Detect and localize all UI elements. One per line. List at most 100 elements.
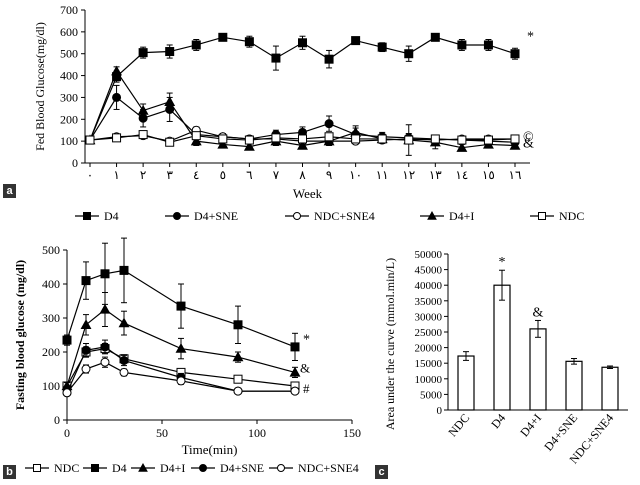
x-tick-label: ١ bbox=[113, 168, 119, 182]
data-point bbox=[457, 135, 467, 145]
y-axis-label: Area under the curve (mmol.min/L) bbox=[383, 258, 397, 430]
y-tick-label: 5000 bbox=[420, 389, 443, 401]
bar bbox=[601, 366, 619, 411]
legend-b-marker bbox=[138, 462, 148, 472]
data-point bbox=[137, 104, 149, 115]
y-tick-label: 20000 bbox=[415, 343, 443, 355]
data-point bbox=[271, 133, 281, 143]
legend-a-label: NDC+SNE4 bbox=[314, 209, 375, 223]
data-point bbox=[271, 53, 281, 63]
panel-a-legend: D4 D4+SNE NDC+SNE4 D4+I NDC bbox=[0, 200, 640, 232]
data-point bbox=[100, 342, 110, 352]
data-point bbox=[233, 386, 243, 396]
legend-b-label: D4+SNE bbox=[220, 461, 264, 475]
legend-a-marker bbox=[427, 210, 437, 220]
data-point bbox=[404, 49, 414, 59]
data-point bbox=[191, 40, 201, 50]
data-point bbox=[430, 32, 440, 42]
y-tick-label: 0 bbox=[54, 413, 60, 427]
data-point bbox=[119, 367, 129, 377]
y-tick-label: 400 bbox=[60, 69, 78, 83]
data-point bbox=[233, 320, 243, 330]
x-tick-label: D4+I bbox=[517, 411, 544, 439]
data-point bbox=[175, 342, 187, 353]
data-point bbox=[112, 133, 122, 143]
legend-b-marker bbox=[91, 464, 99, 472]
data-point bbox=[298, 134, 307, 144]
data-point bbox=[119, 265, 129, 275]
annotation-copyright: © bbox=[523, 130, 534, 145]
x-tick-label: ١٠ bbox=[349, 168, 362, 182]
data-point bbox=[190, 135, 202, 146]
legend-a-marker bbox=[83, 212, 91, 220]
x-axis-label: Time(min) bbox=[182, 442, 238, 457]
data-point bbox=[164, 96, 176, 106]
data-point bbox=[297, 139, 308, 150]
data-point bbox=[165, 47, 175, 57]
x-tick-label: 50 bbox=[156, 426, 168, 440]
data-point bbox=[510, 49, 520, 59]
data-point bbox=[62, 335, 72, 345]
y-tick-label: 100 bbox=[60, 134, 78, 148]
panel-a-tag: a bbox=[3, 184, 16, 198]
x-tick-label: ٥ bbox=[220, 168, 226, 182]
panel-c-tag: c bbox=[375, 465, 388, 479]
y-tick-label: 400 bbox=[42, 277, 60, 291]
data-point bbox=[244, 37, 254, 47]
data-point bbox=[244, 135, 254, 145]
data-point bbox=[510, 134, 520, 144]
data-point bbox=[111, 65, 123, 76]
series-ndc bbox=[85, 130, 520, 147]
annotation-star: * bbox=[303, 333, 310, 348]
data-point bbox=[233, 374, 243, 384]
data-point bbox=[457, 40, 467, 50]
panel-a-chart: 0 100 200 300 400 500 600 700 ٠ ١ ٢ ٣ ٤ ٥ ٦ ٧ ٨ ٩ ١٠ ١١ ١٢ ١٣… bbox=[0, 0, 640, 201]
y-tick-label: 25000 bbox=[415, 327, 443, 339]
x-tick-label: ٨ bbox=[299, 168, 306, 182]
legend-b-marker bbox=[277, 464, 285, 472]
data-point bbox=[99, 303, 111, 314]
data-point bbox=[138, 48, 148, 58]
y-tick-label: 0 bbox=[72, 156, 78, 170]
data-point bbox=[80, 319, 92, 329]
legend-b-label: D4 bbox=[112, 461, 127, 475]
data-point bbox=[324, 54, 334, 64]
data-point bbox=[377, 42, 387, 52]
legend-b-label: D4+I bbox=[160, 461, 185, 475]
annotation-hash: # bbox=[303, 381, 310, 396]
legend-a-label: D4+I bbox=[449, 209, 474, 223]
y-axis-label: Fed Blood Glucose(mg/dl) bbox=[33, 22, 47, 151]
x-tick-label: ١٣ bbox=[429, 168, 442, 182]
data-point bbox=[118, 317, 130, 328]
data-point bbox=[85, 135, 95, 145]
legend-a-label: D4 bbox=[104, 209, 119, 223]
x-tick-label: ١٢ bbox=[402, 168, 415, 182]
y-tick-label: 700 bbox=[60, 3, 78, 17]
x-tick-label: ٢ bbox=[140, 168, 146, 182]
y-tick-label: 100 bbox=[42, 379, 60, 393]
x-tick-label: ١٥ bbox=[482, 168, 495, 182]
x-tick-label: ٩ bbox=[326, 168, 332, 182]
data-point bbox=[138, 130, 148, 140]
x-tick-label: ٠ bbox=[87, 168, 93, 182]
data-point bbox=[81, 364, 91, 374]
x-tick-label: ١٦ bbox=[509, 168, 522, 182]
y-tick-label: 0 bbox=[437, 405, 443, 417]
y-tick-label: 500 bbox=[60, 47, 78, 61]
x-tick-label: ١١ bbox=[376, 168, 389, 182]
data-point bbox=[191, 131, 201, 141]
legend-a-marker bbox=[173, 212, 181, 220]
data-point bbox=[324, 132, 334, 142]
y-tick-label: 15000 bbox=[415, 358, 443, 370]
annotation-ampersand: & bbox=[523, 137, 534, 152]
y-tick-label: 10000 bbox=[415, 374, 443, 386]
data-point bbox=[176, 376, 186, 386]
legend-b-label: NDC bbox=[54, 461, 79, 475]
y-tick-label: 200 bbox=[60, 112, 78, 126]
data-point bbox=[243, 140, 255, 151]
legend-a-label: NDC bbox=[559, 209, 584, 223]
bar bbox=[565, 360, 583, 411]
legend-a-marker bbox=[293, 212, 301, 220]
data-point bbox=[81, 276, 91, 286]
series-ndc-sne4 bbox=[62, 356, 300, 398]
